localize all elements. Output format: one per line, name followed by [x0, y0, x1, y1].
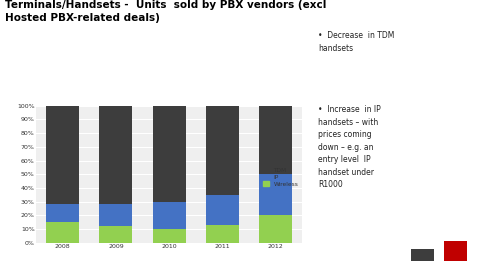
Bar: [259, 215, 292, 243]
Legend: TDM, IP, Wireless: TDM, IP, Wireless: [262, 167, 300, 188]
Bar: [153, 201, 186, 229]
Bar: [153, 106, 186, 201]
Bar: [99, 106, 132, 204]
Bar: [206, 106, 239, 195]
Bar: [46, 106, 79, 204]
Bar: [99, 204, 132, 226]
Text: •  Decrease  in TDM
handsets: • Decrease in TDM handsets: [318, 31, 395, 53]
Bar: [99, 226, 132, 243]
Text: Terminals/Handsets -  Units  sold by PBX vendors (excl
Hosted PBX-related deals): Terminals/Handsets - Units sold by PBX v…: [5, 0, 326, 23]
Bar: [206, 225, 239, 243]
Bar: [259, 106, 292, 174]
Bar: [46, 222, 79, 243]
Text: TDM (analogue & digital) still lead in the unit share, but IP handsets are fast : TDM (analogue & digital) still lead in t…: [11, 79, 294, 93]
Text: •  Increase  in IP
handsets – with
prices coming
down – e.g. an
entry level  IP
: • Increase in IP handsets – with prices …: [318, 105, 381, 189]
Bar: [206, 195, 239, 225]
Bar: [153, 229, 186, 243]
Bar: [46, 204, 79, 222]
Bar: [444, 241, 467, 261]
Bar: [411, 249, 434, 261]
Bar: [259, 174, 292, 215]
